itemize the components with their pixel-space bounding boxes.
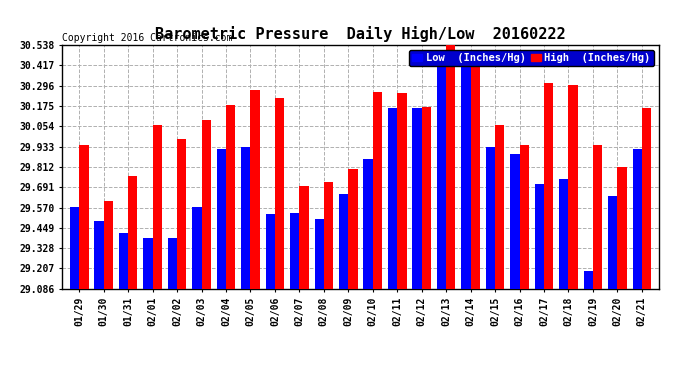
Bar xyxy=(608,196,618,289)
Bar xyxy=(144,238,152,289)
Bar xyxy=(315,219,324,289)
Bar xyxy=(299,186,308,289)
Bar xyxy=(388,108,397,289)
Bar xyxy=(397,93,406,289)
Bar xyxy=(177,139,186,289)
Bar xyxy=(348,169,357,289)
Legend: Low  (Inches/Hg), High  (Inches/Hg): Low (Inches/Hg), High (Inches/Hg) xyxy=(409,50,653,66)
Bar xyxy=(584,271,593,289)
Bar xyxy=(446,45,455,289)
Bar xyxy=(193,207,201,289)
Bar xyxy=(104,201,113,289)
Bar xyxy=(471,63,480,289)
Bar xyxy=(618,167,627,289)
Bar xyxy=(152,125,162,289)
Bar xyxy=(422,107,431,289)
Bar xyxy=(95,221,103,289)
Bar xyxy=(119,232,128,289)
Bar xyxy=(373,92,382,289)
Bar xyxy=(437,65,446,289)
Bar xyxy=(168,238,177,289)
Bar xyxy=(633,149,642,289)
Bar xyxy=(593,146,602,289)
Bar xyxy=(275,98,284,289)
Title: Barometric Pressure  Daily High/Low  20160222: Barometric Pressure Daily High/Low 20160… xyxy=(155,27,566,42)
Bar xyxy=(79,146,88,289)
Text: Copyright 2016 Cartronics.com: Copyright 2016 Cartronics.com xyxy=(62,33,233,43)
Bar xyxy=(290,213,299,289)
Bar xyxy=(569,85,578,289)
Bar xyxy=(201,120,211,289)
Bar xyxy=(413,108,422,289)
Bar xyxy=(544,83,553,289)
Bar xyxy=(250,90,259,289)
Bar xyxy=(520,146,529,289)
Bar xyxy=(128,176,137,289)
Bar xyxy=(510,154,520,289)
Bar xyxy=(324,182,333,289)
Bar xyxy=(70,207,79,289)
Bar xyxy=(486,147,495,289)
Bar xyxy=(462,65,471,289)
Bar xyxy=(241,147,250,289)
Bar xyxy=(559,179,569,289)
Bar xyxy=(642,108,651,289)
Bar xyxy=(226,105,235,289)
Bar xyxy=(266,214,275,289)
Bar xyxy=(535,184,544,289)
Bar xyxy=(495,125,504,289)
Bar xyxy=(364,159,373,289)
Bar xyxy=(339,194,348,289)
Bar xyxy=(217,149,226,289)
